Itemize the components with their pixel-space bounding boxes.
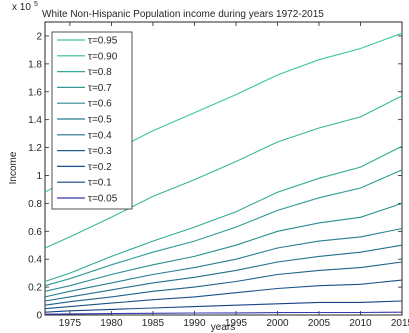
legend-label: τ=0.05 xyxy=(88,194,118,205)
series-line-1 xyxy=(44,95,403,249)
legend-label: τ=0.1 xyxy=(88,178,112,189)
legend-box xyxy=(51,31,133,210)
y-tick-label: 0.6 xyxy=(28,227,42,238)
chart-title: White Non-Hispanic Population income dur… xyxy=(42,9,324,20)
x-axis-label: years xyxy=(211,322,235,333)
series-line-8 xyxy=(44,279,403,310)
x-tick-label: 2000 xyxy=(266,318,289,329)
series-line-10 xyxy=(44,311,403,315)
y-tick-label: 0.8 xyxy=(28,199,42,210)
legend-label: τ=0.7 xyxy=(88,83,112,94)
series-line-6 xyxy=(44,244,403,302)
y-tick-labels: 0 0.2 0.4 0.6 0.8 1 1.2 1.4 1.6 1.8 2 xyxy=(28,31,42,321)
x-tick-label: 1995 xyxy=(225,318,248,329)
legend-label: τ=0.3 xyxy=(88,146,112,157)
x-tick-label: 1990 xyxy=(183,318,206,329)
x-tick-label: 2005 xyxy=(308,318,331,329)
x-tick-label: 1975 xyxy=(59,318,82,329)
legend-label: τ=0.8 xyxy=(88,67,112,78)
x-tick-label: 2010 xyxy=(349,318,372,329)
legend-label: τ=0.95 xyxy=(88,36,118,47)
x-tick-label: 2015 xyxy=(391,318,409,329)
series-line-5 xyxy=(44,227,403,298)
series-line-4 xyxy=(44,202,403,292)
series-line-2 xyxy=(44,145,403,283)
y-tick-label: 0 xyxy=(36,311,42,322)
legend-label: τ=0.6 xyxy=(88,99,112,110)
y-scale-note: x 10 xyxy=(12,2,31,13)
legend-label: τ=0.2 xyxy=(88,162,112,173)
y-scale-exponent: 5 xyxy=(34,1,38,8)
legend-label: τ=0.4 xyxy=(88,130,112,141)
y-tick-label: 1 xyxy=(36,171,42,182)
y-tick-label: 1.2 xyxy=(28,143,42,154)
y-tick-label: 0.2 xyxy=(28,283,42,294)
y-axis-label: Income xyxy=(8,151,19,184)
y-tick-label: 1.8 xyxy=(28,59,42,70)
y-tick-label: 1.6 xyxy=(28,87,42,98)
legend-label: τ=0.5 xyxy=(88,115,112,126)
y-tick-label: 1.4 xyxy=(28,115,42,126)
legend: τ=0.95 τ=0.90 τ=0.8 τ=0.7 τ=0.6 τ=0.5 τ=0.4 τ=0… xyxy=(51,31,133,210)
y-tick-label: 0.4 xyxy=(28,255,42,266)
legend-label: τ=0.90 xyxy=(88,51,118,62)
x-tick-labels: 1975 1980 1985 1990 1995 2000 2005 2010 2015 xyxy=(59,318,409,329)
chart-title-group: x 10 5 White Non-Hispanic Population inc… xyxy=(12,1,324,20)
legend-items: τ=0.95 τ=0.90 τ=0.8 τ=0.7 τ=0.6 τ=0.5 τ=0.4 τ=0… xyxy=(57,36,118,205)
x-tick-label: 1985 xyxy=(142,318,165,329)
series-line-9 xyxy=(44,300,403,313)
series-line-7 xyxy=(44,261,403,306)
x-tick-label: 1980 xyxy=(100,318,123,329)
axis-ticks xyxy=(45,22,403,316)
series-line-3 xyxy=(44,169,403,287)
y-tick-label: 2 xyxy=(36,31,42,42)
